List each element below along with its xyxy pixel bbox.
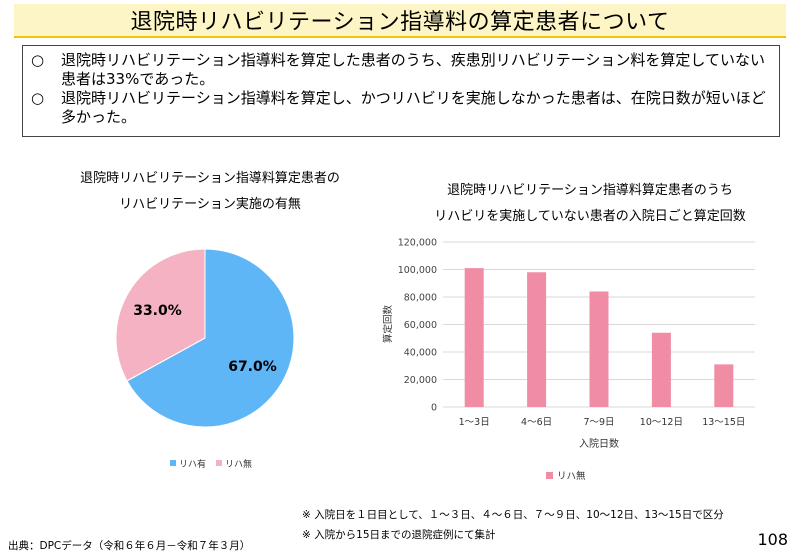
summary-text: 退院時リハビリテーション指導料を算定し、かつリハビリを実施しなかった患者は、在院…: [61, 89, 766, 126]
page-number: 108: [757, 530, 788, 549]
bar: [527, 272, 547, 407]
pie-slice: [126, 248, 295, 428]
bar-chart-title: 退院時リハビリテーション指導料算定患者のうち リハビリを実施していない患者の入院…: [380, 178, 800, 230]
bullet-circle-icon: ○: [31, 89, 45, 107]
y-tick-label: 0: [431, 403, 437, 414]
bar-title-line: リハビリを実施していない患者の入院日ごと算定回数: [434, 209, 746, 224]
x-axis-label: 入院日数: [579, 437, 619, 450]
bar: [651, 332, 671, 407]
y-tick-label: 20,000: [404, 375, 437, 386]
pie-title-line: 退院時リハビリテーション指導料算定患者の: [80, 171, 340, 186]
legend-swatch: [170, 460, 176, 466]
x-tick-label: 13～15日: [702, 417, 745, 428]
legend-label: リハ有: [179, 458, 206, 470]
legend-label: リハ無: [557, 470, 586, 482]
summary-box: ○ 退院時リハビリテーション指導料を算定した患者のうち、疾患別リハビリテーション…: [22, 45, 780, 137]
bullet-circle-icon: ○: [31, 51, 45, 69]
note-line: ※ 入院から15日までの退院症例にて集計: [302, 529, 496, 541]
page-title: 退院時リハビリテーション指導料の算定患者について: [14, 4, 786, 38]
x-tick-label: 7～9日: [583, 417, 614, 428]
pie-data-label: 67.0%: [228, 359, 277, 375]
legend-swatch: [546, 472, 553, 479]
pie-slice: [115, 248, 206, 382]
summary-text: 退院時リハビリテーション指導料を算定した患者のうち、疾患別リハビリテーション料を…: [61, 51, 765, 88]
y-tick-label: 60,000: [404, 320, 437, 331]
bar: [714, 364, 734, 407]
bar: [589, 291, 609, 407]
pie-title-line: リハビリテーション実施の有無: [119, 197, 301, 212]
x-tick-label: 10～12日: [640, 417, 683, 428]
legend-label: リハ無: [225, 458, 252, 470]
y-tick-label: 40,000: [404, 348, 437, 359]
pie-chart-title: 退院時リハビリテーション指導料算定患者の リハビリテーション実施の有無: [40, 166, 380, 218]
y-tick-label: 100,000: [398, 265, 437, 276]
legend-swatch: [216, 460, 222, 466]
y-tick-label: 80,000: [404, 293, 437, 304]
summary-bullet: ○ 退院時リハビリテーション指導料を算定し、かつリハビリを実施しなかった患者は、…: [31, 89, 769, 127]
notes: ※ 入院日を１日目として、１～３日、４～６日、７～９日、10～12日、13～15…: [302, 505, 724, 545]
bar: [464, 268, 484, 407]
note-line: ※ 入院日を１日目として、１～３日、４～６日、７～９日、10～12日、13～15…: [302, 509, 724, 521]
summary-bullet: ○ 退院時リハビリテーション指導料を算定した患者のうち、疾患別リハビリテーション…: [31, 51, 769, 89]
bar-title-line: 退院時リハビリテーション指導料算定患者のうち: [447, 183, 733, 198]
pie-data-label: 33.0%: [133, 303, 182, 319]
source-citation: 出典：DPCデータ（令和６年６月－令和７年３月）: [8, 540, 251, 552]
y-axis-label: 算定回数: [382, 305, 394, 344]
y-tick-label: 120,000: [398, 238, 437, 249]
x-tick-label: 1～3日: [459, 417, 490, 428]
x-tick-label: 4～6日: [521, 417, 552, 428]
